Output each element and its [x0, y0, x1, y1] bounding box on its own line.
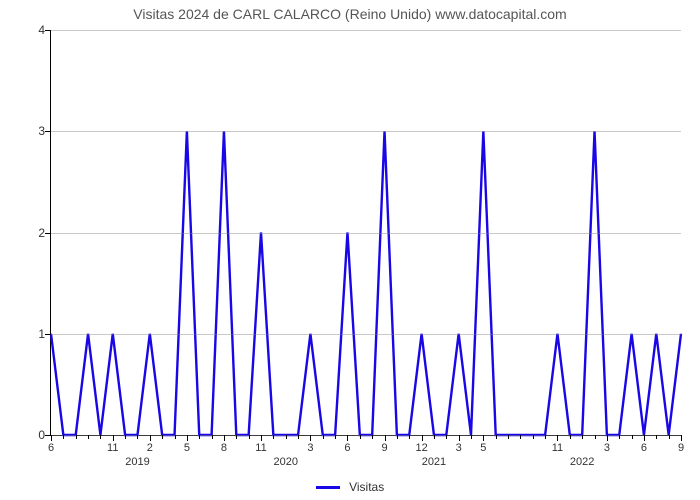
x-tick-label: 11: [107, 442, 118, 454]
plot-area: 0123461125811369123511369201920202021202…: [50, 30, 681, 436]
x-tick-label: 3: [456, 442, 462, 454]
x-tick-minor: [459, 435, 460, 439]
x-tick-minor: [397, 435, 398, 439]
x-tick-minor: [545, 435, 546, 439]
x-tick-label: 6: [641, 442, 647, 454]
x-tick-label: 12: [415, 442, 427, 454]
x-tick-minor: [656, 435, 657, 439]
x-tick-minor: [137, 435, 138, 439]
x-tick-label: 8: [221, 442, 227, 454]
chart-container: Visitas 2024 de CARL CALARCO (Reino Unid…: [0, 0, 700, 500]
x-tick-minor: [681, 435, 682, 439]
y-tick-label: 2: [38, 226, 45, 240]
x-tick-minor: [434, 435, 435, 439]
gridline: [51, 131, 681, 132]
gridline: [51, 334, 681, 335]
x-tick-minor: [595, 435, 596, 439]
x-tick-minor: [508, 435, 509, 439]
gridline: [51, 435, 681, 436]
y-tick: [45, 131, 51, 132]
y-tick: [45, 30, 51, 31]
x-tick-minor: [63, 435, 64, 439]
x-tick-minor: [385, 435, 386, 439]
x-tick-label: 5: [184, 442, 190, 454]
x-tick-minor: [409, 435, 410, 439]
x-tick-label: 6: [48, 442, 54, 454]
x-tick-minor: [236, 435, 237, 439]
x-tick-minor: [286, 435, 287, 439]
x-tick-minor: [372, 435, 373, 439]
x-tick-minor: [150, 435, 151, 439]
y-tick: [45, 233, 51, 234]
y-tick-label: 3: [38, 124, 45, 138]
x-tick-minor: [471, 435, 472, 439]
legend-label: Visitas: [349, 480, 384, 494]
x-tick-label: 11: [552, 442, 563, 454]
x-tick-minor: [632, 435, 633, 439]
x-tick-minor: [483, 435, 484, 439]
x-tick-label: 3: [307, 442, 313, 454]
x-tick-minor: [113, 435, 114, 439]
x-year-label: 2019: [125, 456, 149, 468]
x-tick-minor: [644, 435, 645, 439]
x-tick-minor: [582, 435, 583, 439]
x-tick-label: 11: [255, 442, 266, 454]
x-tick-minor: [533, 435, 534, 439]
x-tick-minor: [570, 435, 571, 439]
legend-swatch: [316, 486, 340, 489]
x-tick-minor: [175, 435, 176, 439]
x-tick-minor: [261, 435, 262, 439]
x-tick-minor: [496, 435, 497, 439]
x-tick-minor: [298, 435, 299, 439]
x-year-label: 2021: [422, 456, 446, 468]
x-tick-label: 2: [147, 442, 153, 454]
x-tick-label: 9: [678, 442, 684, 454]
x-year-label: 2022: [570, 456, 594, 468]
x-tick-minor: [335, 435, 336, 439]
x-tick-minor: [347, 435, 348, 439]
x-tick-minor: [557, 435, 558, 439]
x-tick-minor: [125, 435, 126, 439]
x-tick-minor: [310, 435, 311, 439]
x-tick-minor: [360, 435, 361, 439]
x-tick-minor: [607, 435, 608, 439]
y-tick-label: 0: [38, 428, 45, 442]
gridline: [51, 233, 681, 234]
x-tick-minor: [669, 435, 670, 439]
x-tick-minor: [422, 435, 423, 439]
x-tick-minor: [212, 435, 213, 439]
x-tick-minor: [224, 435, 225, 439]
x-tick-minor: [51, 435, 52, 439]
x-tick-label: 3: [604, 442, 610, 454]
gridline: [51, 30, 681, 31]
x-tick-minor: [323, 435, 324, 439]
x-tick-minor: [88, 435, 89, 439]
x-tick-label: 9: [381, 442, 387, 454]
x-tick-minor: [187, 435, 188, 439]
x-tick-minor: [76, 435, 77, 439]
x-tick-minor: [199, 435, 200, 439]
x-year-label: 2020: [273, 456, 297, 468]
x-tick-label: 5: [480, 442, 486, 454]
x-tick-minor: [162, 435, 163, 439]
y-tick-label: 4: [38, 23, 45, 37]
x-tick-minor: [249, 435, 250, 439]
legend: Visitas: [0, 480, 700, 494]
chart-title: Visitas 2024 de CARL CALARCO (Reino Unid…: [0, 6, 700, 22]
y-tick-label: 1: [38, 327, 45, 341]
x-tick-minor: [100, 435, 101, 439]
x-tick-label: 6: [344, 442, 350, 454]
x-tick-minor: [520, 435, 521, 439]
x-tick-minor: [619, 435, 620, 439]
y-tick: [45, 334, 51, 335]
x-tick-minor: [273, 435, 274, 439]
x-tick-minor: [446, 435, 447, 439]
